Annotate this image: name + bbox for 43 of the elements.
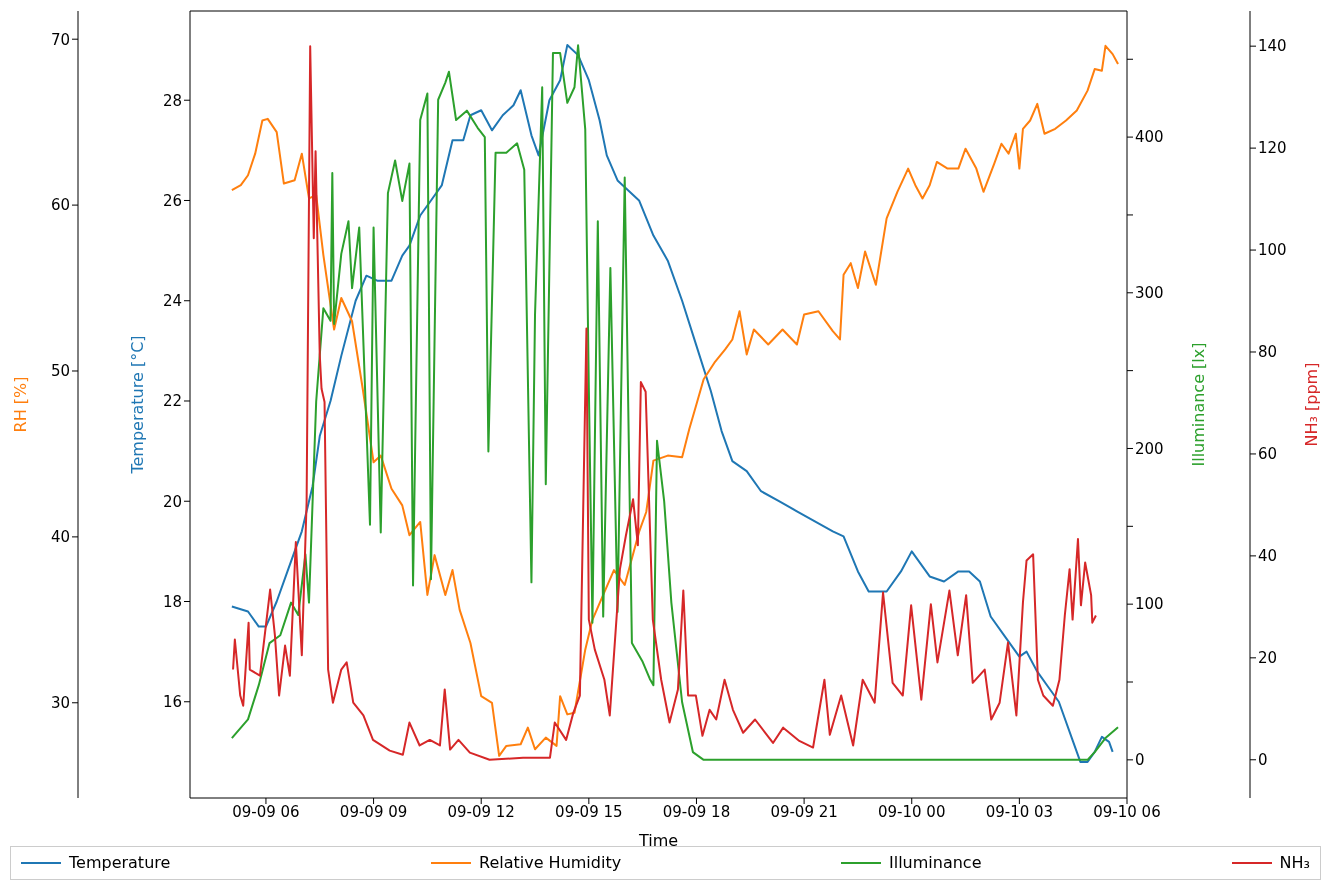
y-tick-label: 26 (162, 191, 182, 210)
y-tick-label: 28 (162, 91, 182, 110)
y2-tick-label: 0 (1135, 751, 1145, 770)
y-tick-label: 20 (1258, 649, 1278, 668)
y-tick-label: 22 (162, 392, 182, 411)
y-tick-label: 60 (1258, 445, 1278, 464)
y2-axis-title: Illuminance [lx] (1189, 342, 1209, 467)
x-tick-label: 09-09 09 (339, 802, 408, 821)
x-tick-label: 09-09 21 (770, 802, 838, 821)
y-tick-label: 16 (162, 693, 182, 712)
y-tick-label: 20 (162, 492, 182, 511)
y-tick-label: 120 (1258, 139, 1287, 158)
y-tick-label: 0 (1258, 751, 1268, 770)
y3-tick-label: 70 (50, 30, 70, 49)
x-tick-label: 09-09 15 (555, 802, 623, 821)
y-tick-label: 24 (162, 292, 182, 311)
y3-tick-label: 40 (50, 528, 70, 547)
x-axis-title: Time (637, 831, 679, 850)
y2-tick-label: 100 (1135, 595, 1164, 614)
y2-tick-label: 300 (1135, 284, 1164, 303)
y-axis-title: Temperature [°C] (127, 335, 147, 475)
x-tick-label: 09-10 06 (1093, 802, 1161, 821)
y3-tick-label: 30 (50, 694, 70, 713)
y-tick-label: 18 (162, 592, 182, 611)
y2-tick-label: 400 (1135, 128, 1164, 147)
y-tick-label: 140 (1258, 37, 1287, 56)
legend-label: Relative Humidity (479, 853, 622, 872)
y3-axis-title: RH [%] (10, 376, 30, 433)
y-tick-label: 80 (1258, 343, 1278, 362)
legend-label: Illuminance (889, 853, 982, 872)
x-tick-label: 09-09 18 (662, 802, 731, 821)
x-tick-label: 09-10 03 (985, 802, 1054, 821)
x-tick-label: 09-10 00 (878, 802, 946, 821)
y-tick-label: 100 (1258, 241, 1287, 260)
y-axis-title: NH₃ [ppm] (1302, 362, 1322, 447)
x-tick-label: 09-09 06 (232, 802, 300, 821)
y3-tick-label: 60 (50, 196, 70, 215)
legend-label: Temperature (69, 853, 171, 872)
y3-tick-label: 50 (50, 362, 70, 381)
y-tick-label: 40 (1258, 547, 1278, 566)
y2-tick-label: 200 (1135, 439, 1164, 458)
legend-label: NH₃ (1279, 853, 1310, 872)
x-tick-label: 09-09 12 (447, 802, 515, 821)
